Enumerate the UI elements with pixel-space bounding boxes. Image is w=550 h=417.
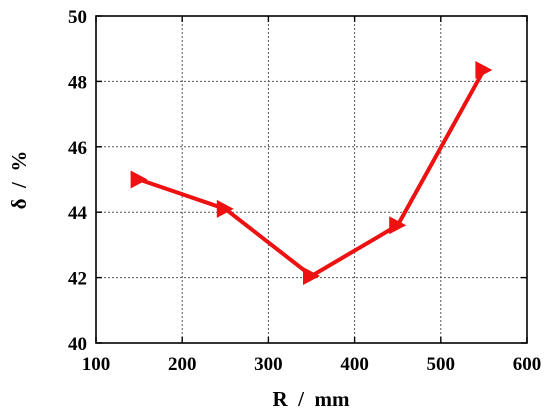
x-tick-label: 500 [427,354,456,375]
series-layer [130,60,493,285]
data-point-marker [130,170,148,189]
x-tick-label: 200 [168,354,197,375]
x-tick-label: 400 [340,354,369,375]
series-line [138,68,486,279]
data-point-marker [389,216,407,235]
axis-ticks: 100 200 300 400 500 600 40 42 44 46 48 50 [68,7,541,375]
data-point-marker [303,266,320,285]
x-axis-label: R / mm [273,387,350,411]
y-tick-label: 50 [68,7,87,28]
data-point-marker [216,199,234,218]
y-tick-label: 40 [68,334,87,355]
gridlines [96,16,527,343]
y-axis-label: δ / % [7,151,31,210]
y-tick-label: 42 [68,269,87,290]
y-tick-label: 46 [68,138,87,159]
x-tick-label: 100 [82,354,111,375]
x-tick-label: 600 [513,354,542,375]
data-point-marker [475,60,493,79]
y-tick-label: 44 [68,203,88,224]
x-tick-label: 300 [254,354,283,375]
y-tick-label: 48 [68,72,87,93]
plot-frame [95,15,528,344]
